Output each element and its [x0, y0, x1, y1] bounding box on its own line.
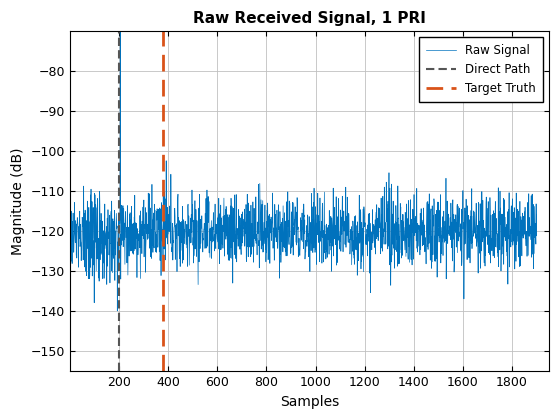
Title: Raw Received Signal, 1 PRI: Raw Received Signal, 1 PRI — [193, 11, 426, 26]
Raw Signal — [89, 237, 96, 242]
Raw Signal — [117, 29, 124, 34]
Raw Signal — [408, 230, 415, 235]
X-axis label: Samples: Samples — [280, 395, 339, 409]
Raw Signal — [533, 212, 540, 217]
Raw Signal — [172, 257, 179, 262]
Raw Signal — [134, 275, 141, 280]
Y-axis label: Magnitude (dB): Magnitude (dB) — [11, 148, 25, 255]
Legend: Raw Signal, Direct Path, Target Truth: Raw Signal, Direct Path, Target Truth — [419, 37, 543, 102]
Raw Signal — [67, 255, 73, 260]
Line: Raw Signal: Raw Signal — [70, 32, 536, 311]
Raw Signal — [252, 238, 259, 243]
Raw Signal — [114, 308, 120, 313]
Raw Signal — [176, 218, 183, 223]
